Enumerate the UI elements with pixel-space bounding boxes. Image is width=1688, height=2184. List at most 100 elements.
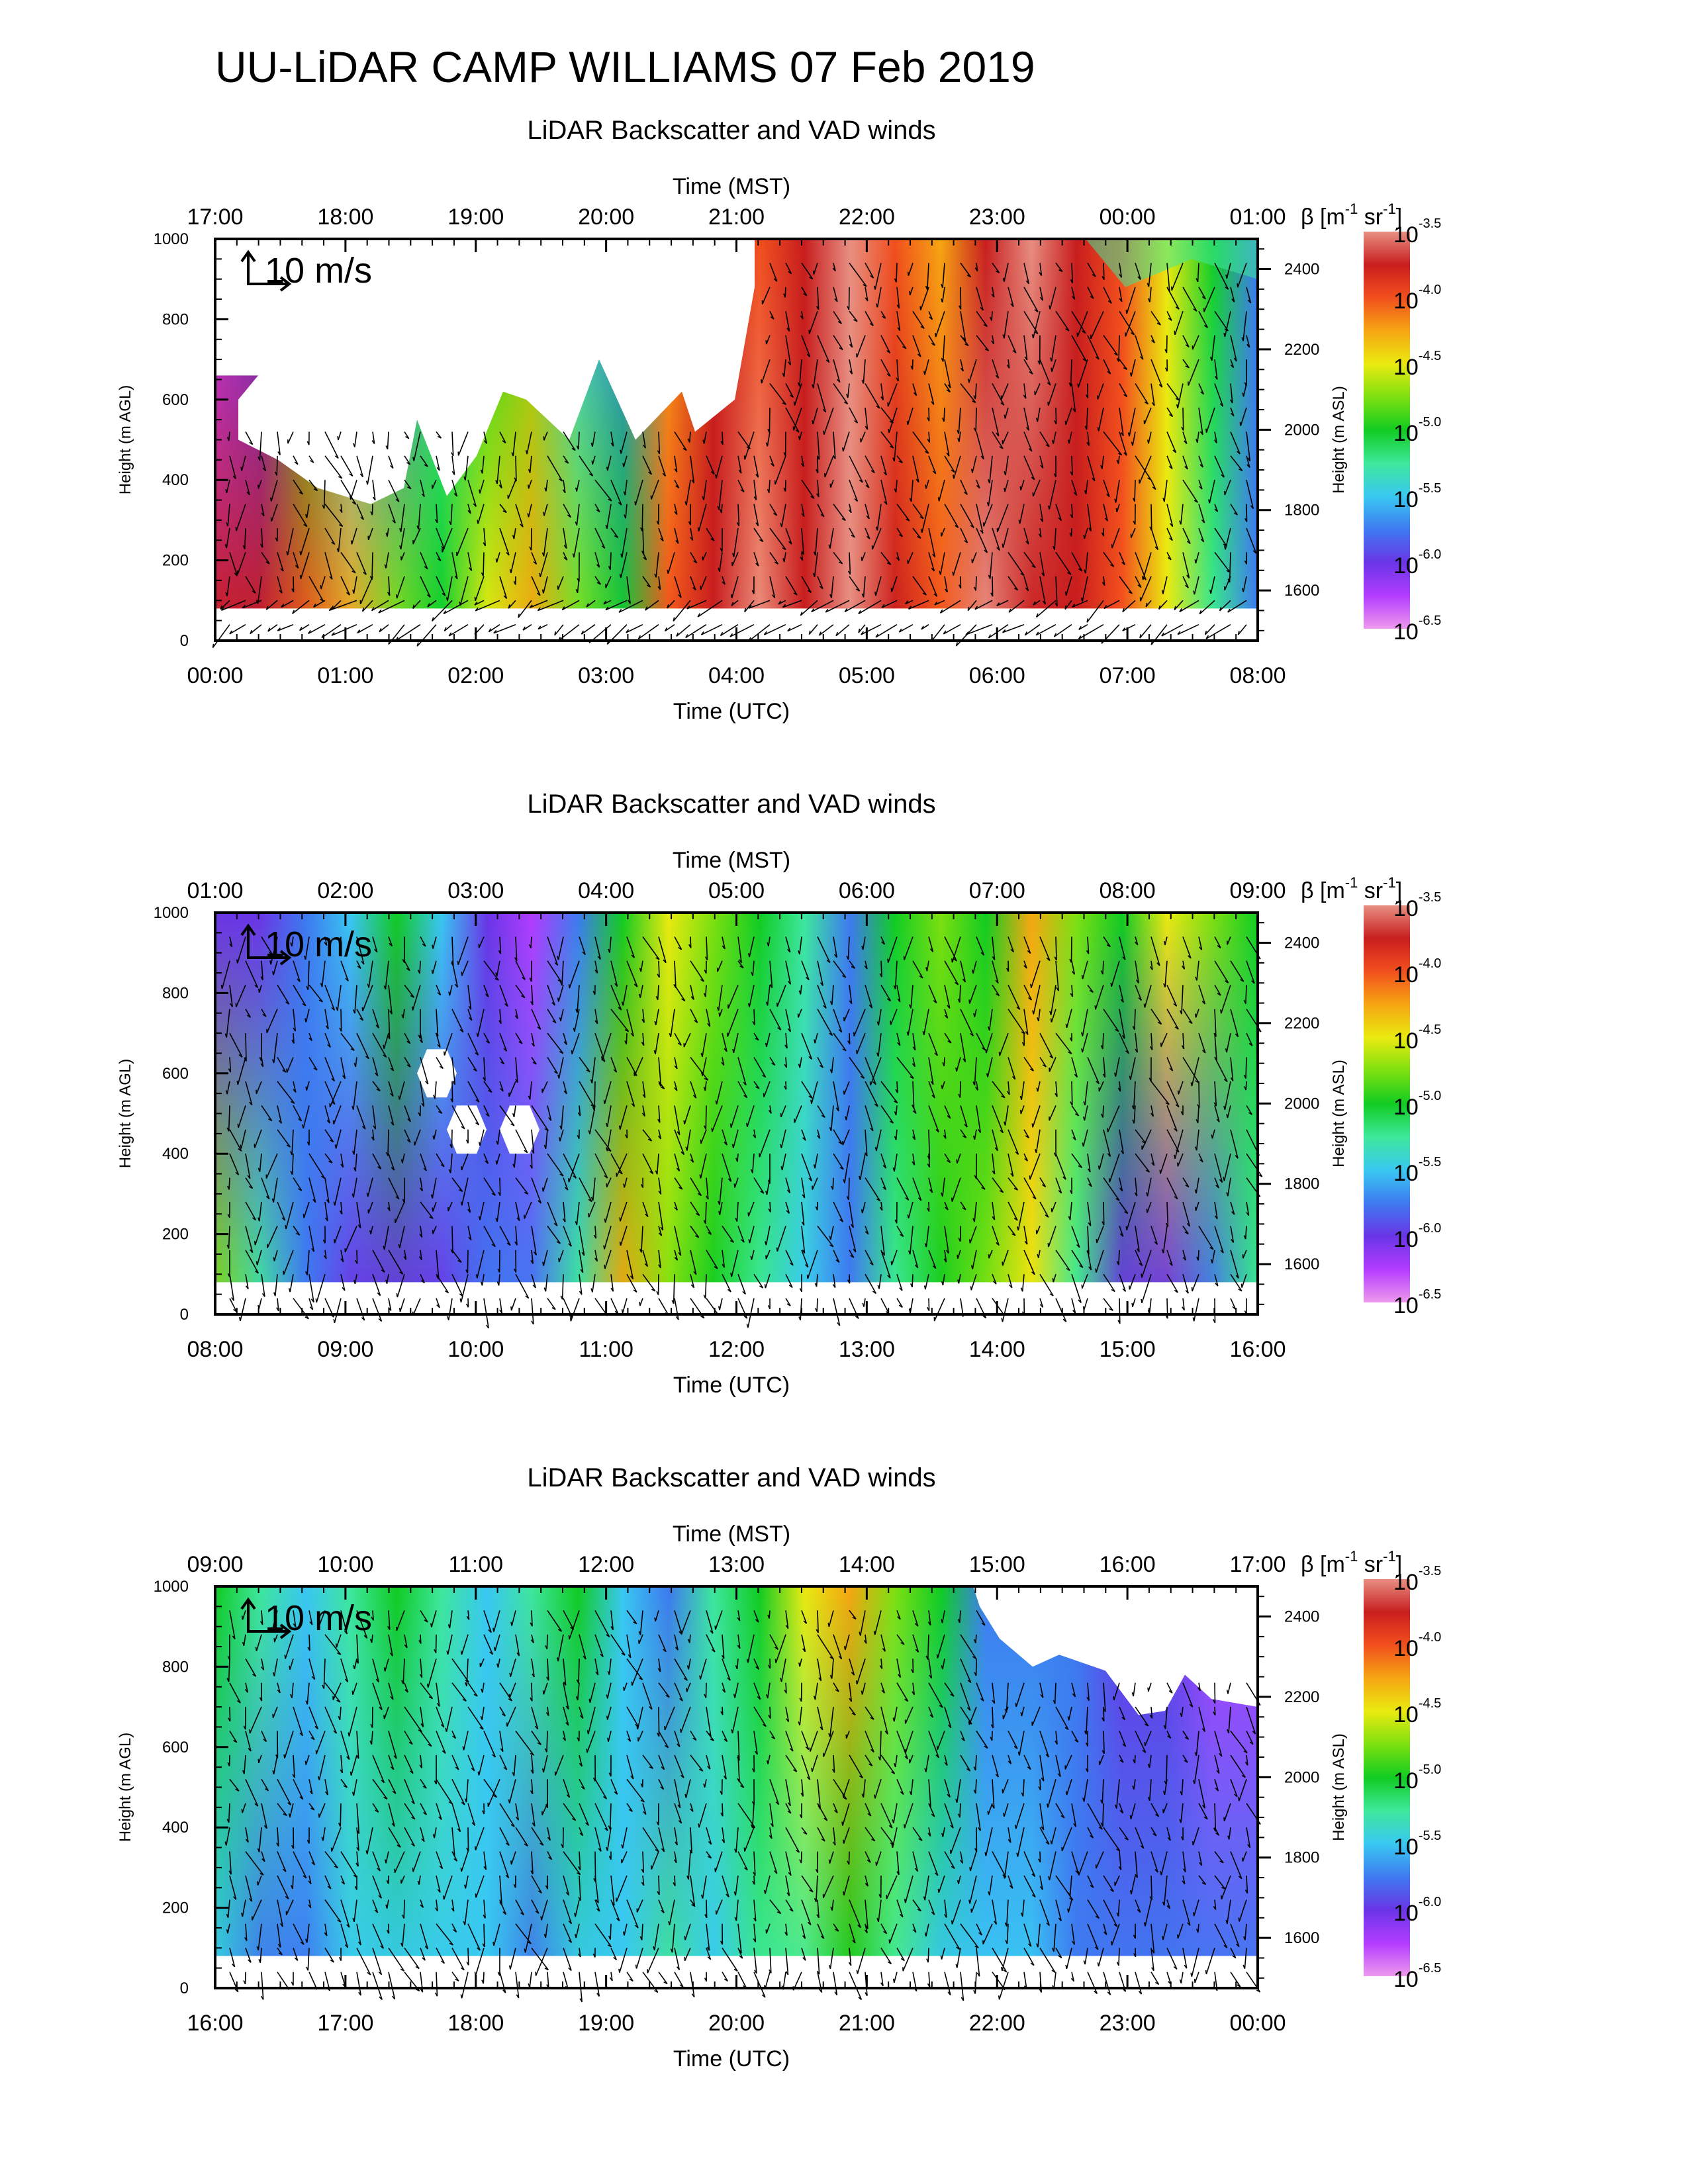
wind-vector — [1095, 985, 1104, 1010]
wind-vector-head — [999, 1190, 1004, 1193]
wind-vector-head — [505, 1874, 509, 1879]
wind-vector — [907, 552, 914, 565]
wind-vector-head — [289, 1665, 291, 1670]
colorbar-tick-base: 10 — [1393, 487, 1419, 512]
wind-vector-head — [229, 943, 233, 948]
wind-vector — [912, 504, 924, 520]
wind-vector — [443, 600, 469, 615]
colorbar-tick-label: 10-5.5 — [1393, 481, 1441, 512]
wind-vector — [749, 1226, 755, 1244]
wind-vector-head — [410, 1843, 415, 1847]
wind-vector — [896, 1298, 903, 1308]
wind-vector — [706, 936, 708, 960]
wind-vector — [1182, 527, 1191, 544]
wind-vector-head — [1000, 1130, 1004, 1134]
wind-vector — [245, 1875, 253, 1902]
wind-vector-head — [337, 1652, 342, 1655]
wind-vector-head — [275, 1754, 279, 1759]
wind-vector — [753, 1057, 767, 1078]
wind-vector-head — [355, 1862, 359, 1867]
wind-vector — [610, 552, 612, 570]
wind-vector-head — [787, 948, 791, 953]
wind-vector — [674, 1226, 682, 1256]
wind-vector-head — [944, 1015, 949, 1019]
wind-vector — [531, 1899, 539, 1914]
wind-vector-head — [1158, 384, 1163, 388]
wind-vector — [499, 985, 508, 1007]
wind-vector — [965, 623, 993, 635]
wind-vector — [801, 1250, 809, 1268]
wind-vector-head — [258, 484, 259, 489]
wind-vector — [944, 383, 951, 392]
wind-vector-head — [1213, 1102, 1217, 1107]
wind-vector — [881, 600, 898, 608]
wind-vector — [563, 1201, 566, 1222]
wind-vector-head — [1019, 1095, 1022, 1101]
wind-vector-head — [654, 573, 657, 578]
wind-vector — [1237, 624, 1247, 635]
wind-vector — [499, 1875, 502, 1905]
wind-vector-head — [551, 1002, 555, 1006]
wind-vector — [849, 1250, 855, 1258]
wind-vector-head — [588, 1199, 592, 1203]
wind-vector — [499, 527, 510, 556]
wind-vector — [1142, 552, 1152, 580]
wind-vector — [1087, 1226, 1090, 1255]
wind-vector-head — [227, 1185, 230, 1190]
wind-vector — [849, 960, 856, 969]
wind-vector-head — [559, 478, 563, 482]
wind-vector — [1160, 1153, 1168, 1174]
y-tick-label: 600 — [162, 391, 189, 409]
wind-vector-head — [1175, 1104, 1180, 1108]
wind-vector — [420, 1153, 427, 1171]
wind-vector-head — [606, 1147, 608, 1152]
wind-vector-head — [355, 1659, 359, 1664]
panel-title: LiDAR Backscatter and VAD winds — [527, 1463, 935, 1492]
colorbar-tick-exponent: -3.5 — [1419, 216, 1441, 231]
wind-vector — [880, 383, 884, 400]
wind-vector-head — [720, 441, 724, 445]
wind-vector — [1029, 1153, 1041, 1180]
wind-vector — [1023, 335, 1028, 361]
colorbar-tick-exponent: -6.5 — [1419, 614, 1441, 628]
wind-vector — [322, 1827, 326, 1841]
wind-vector — [1230, 432, 1241, 455]
wind-vector-head — [255, 1647, 258, 1651]
wind-vector-head — [369, 1741, 373, 1745]
wind-vector-head — [899, 1287, 903, 1291]
wind-vector — [674, 936, 682, 950]
wind-vector — [674, 527, 679, 544]
wind-vector-head — [922, 1030, 925, 1036]
reference-vector-head-right — [279, 276, 292, 292]
wind-vector — [801, 1081, 813, 1099]
wind-vector — [388, 1803, 395, 1827]
wind-vector — [974, 1129, 977, 1140]
wind-vector-head — [297, 978, 301, 982]
wind-vector — [1150, 1009, 1162, 1024]
wind-vector — [531, 552, 538, 565]
wind-vector — [1223, 1154, 1231, 1181]
wind-vector — [1220, 985, 1231, 1014]
wind-vector-head — [847, 1279, 851, 1284]
wind-vector-head — [291, 610, 295, 614]
wind-vector-head — [356, 1846, 359, 1851]
wind-vector — [420, 455, 428, 467]
wind-vector-head — [1096, 1081, 1100, 1085]
wind-vector-head — [1225, 286, 1229, 290]
wind-vector — [461, 1972, 469, 1999]
wind-vector — [404, 1682, 408, 1693]
wind-vector-head — [990, 592, 994, 597]
wind-vector-head — [931, 343, 935, 346]
wind-vector — [467, 1201, 471, 1213]
colorbar-tick-label: 10-6.5 — [1393, 614, 1441, 645]
wind-vector — [1225, 527, 1231, 550]
wind-vector-head — [1039, 296, 1043, 301]
colorbar-tick-exponent: -5.0 — [1419, 415, 1441, 430]
wind-vector — [1195, 1201, 1199, 1211]
wind-vector-head — [917, 535, 921, 539]
wind-vector — [529, 1081, 532, 1100]
wind-vector — [433, 1129, 437, 1140]
wind-vector — [510, 1298, 516, 1311]
wind-vector — [606, 1129, 612, 1152]
wind-vector — [944, 1153, 951, 1163]
